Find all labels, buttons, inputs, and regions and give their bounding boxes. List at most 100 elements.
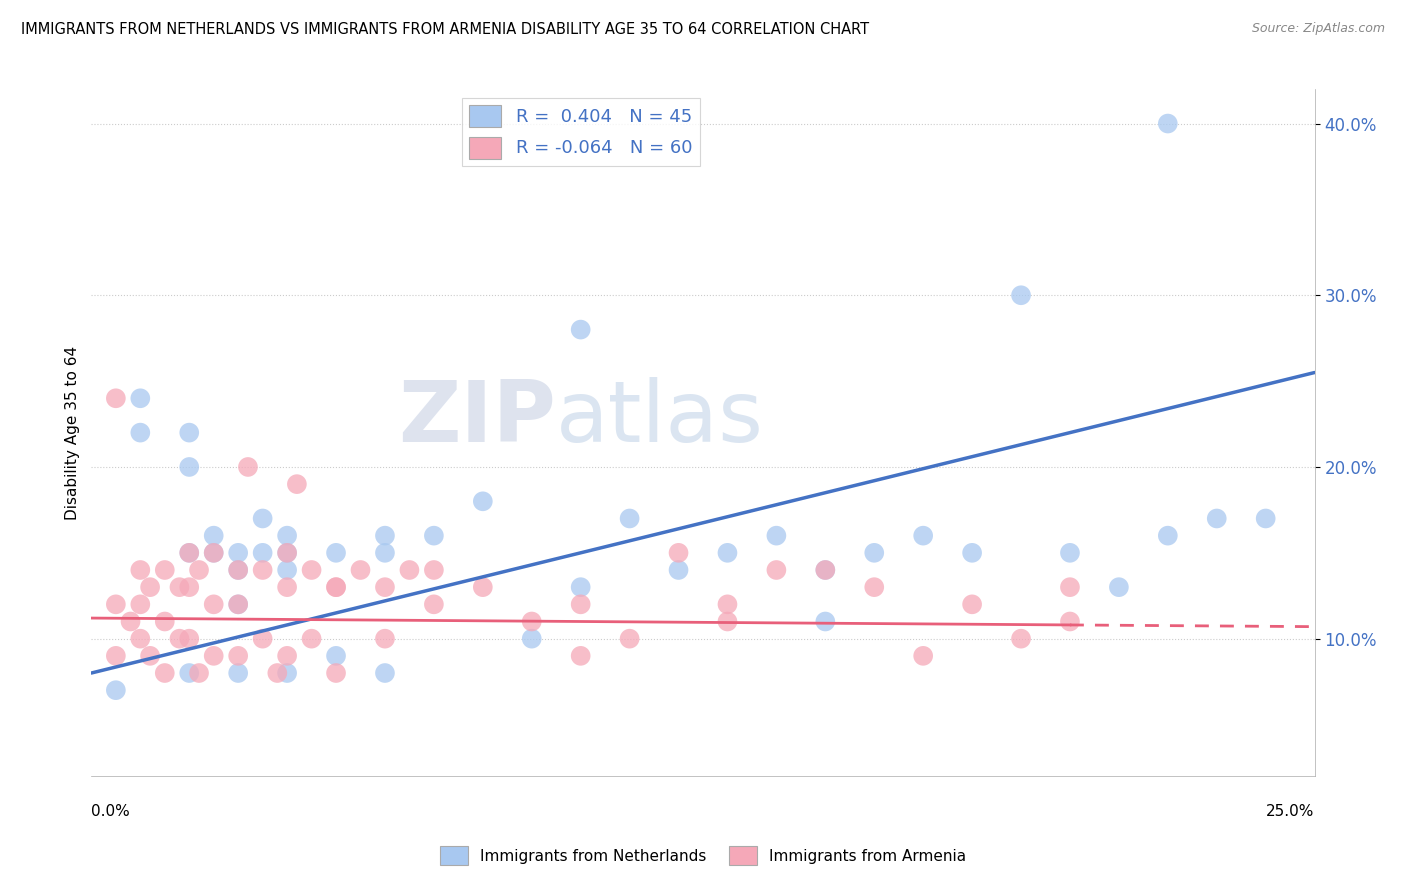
Point <box>226 598 249 612</box>
Point <box>226 563 249 577</box>
Point <box>520 615 543 629</box>
Point <box>1059 546 1081 560</box>
Point <box>325 546 347 560</box>
Point <box>374 632 396 646</box>
Text: 25.0%: 25.0% <box>1267 805 1315 819</box>
Point <box>1254 511 1277 525</box>
Point <box>668 563 690 577</box>
Point <box>179 546 201 560</box>
Point <box>104 648 127 663</box>
Point <box>814 563 837 577</box>
Point <box>814 563 837 577</box>
Point <box>139 580 162 594</box>
Point <box>179 665 201 680</box>
Point <box>765 528 787 542</box>
Point <box>226 563 249 577</box>
Point <box>104 598 127 612</box>
Point <box>569 598 592 612</box>
Point <box>104 683 127 698</box>
Point <box>619 632 641 646</box>
Point <box>374 580 396 594</box>
Point <box>252 546 274 560</box>
Point <box>153 563 176 577</box>
Point <box>423 598 446 612</box>
Point <box>276 648 298 663</box>
Point <box>423 528 446 542</box>
Point <box>179 459 201 474</box>
Point <box>863 546 886 560</box>
Point <box>202 648 225 663</box>
Point <box>1157 116 1180 130</box>
Legend: R =  0.404   N = 45, R = -0.064   N = 60: R = 0.404 N = 45, R = -0.064 N = 60 <box>461 98 700 166</box>
Point <box>120 615 142 629</box>
Point <box>252 632 274 646</box>
Point <box>226 648 249 663</box>
Point <box>325 580 347 594</box>
Point <box>266 665 288 680</box>
Point <box>301 563 323 577</box>
Point <box>301 632 323 646</box>
Legend: Immigrants from Netherlands, Immigrants from Armenia: Immigrants from Netherlands, Immigrants … <box>434 840 972 871</box>
Point <box>252 511 274 525</box>
Point <box>188 563 211 577</box>
Point <box>129 391 152 405</box>
Point <box>188 665 211 680</box>
Point <box>619 511 641 525</box>
Point <box>179 632 201 646</box>
Text: IMMIGRANTS FROM NETHERLANDS VS IMMIGRANTS FROM ARMENIA DISABILITY AGE 35 TO 64 C: IMMIGRANTS FROM NETHERLANDS VS IMMIGRANT… <box>21 22 869 37</box>
Point <box>374 546 396 560</box>
Point <box>276 546 298 560</box>
Point <box>1010 288 1032 302</box>
Point <box>1059 580 1081 594</box>
Point <box>236 459 259 474</box>
Point <box>716 615 738 629</box>
Point <box>129 563 152 577</box>
Point <box>276 580 298 594</box>
Point <box>202 598 225 612</box>
Point <box>912 528 935 542</box>
Point <box>153 665 176 680</box>
Point <box>179 425 201 440</box>
Point <box>325 580 347 594</box>
Text: ZIP: ZIP <box>398 377 557 460</box>
Point <box>960 546 983 560</box>
Point <box>716 598 738 612</box>
Point <box>912 648 935 663</box>
Point <box>202 528 225 542</box>
Point <box>1010 632 1032 646</box>
Text: atlas: atlas <box>557 377 765 460</box>
Point <box>1157 528 1180 542</box>
Point <box>129 632 152 646</box>
Point <box>765 563 787 577</box>
Point <box>276 528 298 542</box>
Point <box>471 494 494 508</box>
Point <box>374 665 396 680</box>
Y-axis label: Disability Age 35 to 64: Disability Age 35 to 64 <box>65 345 80 520</box>
Point <box>276 546 298 560</box>
Point <box>716 546 738 560</box>
Point <box>1108 580 1130 594</box>
Point <box>276 665 298 680</box>
Point <box>252 563 274 577</box>
Point <box>276 563 298 577</box>
Point <box>104 391 127 405</box>
Point <box>226 598 249 612</box>
Point <box>374 528 396 542</box>
Point <box>520 632 543 646</box>
Point <box>285 477 308 491</box>
Point <box>153 615 176 629</box>
Point <box>423 563 446 577</box>
Text: Source: ZipAtlas.com: Source: ZipAtlas.com <box>1251 22 1385 36</box>
Point <box>814 615 837 629</box>
Point <box>398 563 420 577</box>
Point <box>569 322 592 336</box>
Point <box>139 648 162 663</box>
Point <box>179 546 201 560</box>
Point <box>226 546 249 560</box>
Text: 0.0%: 0.0% <box>91 805 131 819</box>
Point <box>179 580 201 594</box>
Point <box>202 546 225 560</box>
Point <box>325 648 347 663</box>
Point <box>325 665 347 680</box>
Point <box>668 546 690 560</box>
